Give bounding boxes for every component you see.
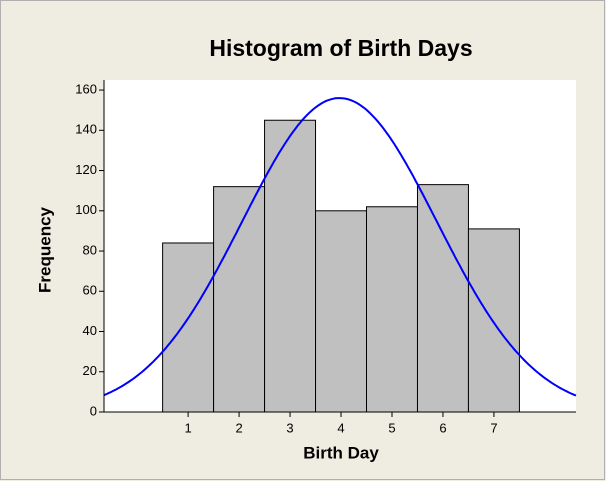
bar — [416, 184, 469, 413]
x-axis-label: Birth Day — [303, 443, 379, 462]
x-tick-label: 3 — [286, 420, 293, 435]
y-tick-label: 160 — [75, 81, 97, 96]
y-tick-label: 140 — [75, 122, 97, 137]
bar — [213, 186, 266, 413]
x-tick-label: 1 — [184, 420, 191, 435]
chart-title: Histogram of Birth Days — [209, 35, 472, 61]
bar — [315, 210, 368, 413]
x-tick-label: 2 — [235, 420, 242, 435]
x-tick-label: 4 — [337, 420, 344, 435]
y-tick-label: 0 — [90, 403, 97, 418]
x-tick-label: 7 — [490, 420, 497, 435]
bar — [366, 206, 418, 413]
x-tick-label: 5 — [388, 420, 395, 435]
y-tick-label: 20 — [83, 363, 97, 378]
y-axis-label: Frequency — [35, 206, 54, 293]
x-tick-label: 6 — [439, 420, 446, 435]
bar — [467, 228, 520, 413]
y-tick-label: 100 — [75, 202, 97, 217]
bar — [162, 242, 215, 413]
y-tick-label: 120 — [75, 162, 97, 177]
bar — [264, 119, 317, 413]
y-tick-label: 80 — [83, 242, 97, 257]
fit-curve — [103, 97, 577, 397]
y-tick-label: 60 — [83, 283, 97, 298]
y-tick-label: 40 — [83, 323, 97, 338]
